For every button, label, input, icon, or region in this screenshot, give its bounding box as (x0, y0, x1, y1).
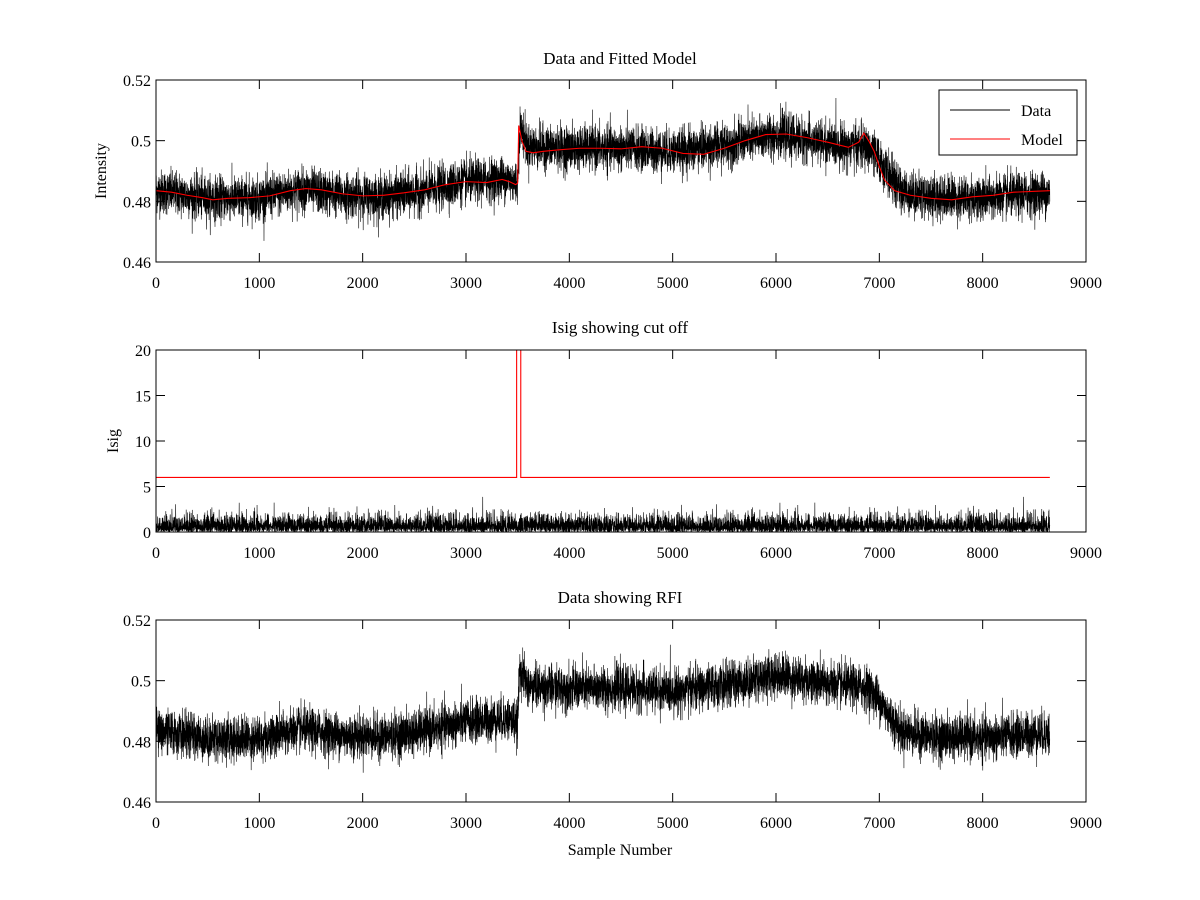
panel-2-y-tick-label: 20 (135, 343, 151, 360)
panel-1-x-tick-label: 7000 (863, 275, 895, 292)
panel-3-x-tick-label: 5000 (657, 815, 689, 832)
panel-3-axes-frame (155, 619, 1087, 803)
legend-data-label: Data (1021, 103, 1051, 120)
panel-1-x-tick-label: 2000 (347, 275, 379, 292)
panel-3-isig-series-line (156, 644, 1051, 773)
legend-model-label: Model (1021, 132, 1063, 149)
panel-3-x-tick-label: 9000 (1070, 815, 1102, 832)
panel-isig-cutoff: Isig showing cut off Isig 0 1000 2000 3000 4… (105, 318, 1102, 562)
panel-2-x-tick-label: 1000 (243, 545, 275, 562)
panel-2-x-tick-label: 8000 (967, 545, 999, 562)
panel-1-data-series-line (156, 98, 1051, 241)
panel-1-x-tick-label: 0 (152, 275, 160, 292)
panel-1-x-tick-label: 5000 (657, 275, 689, 292)
panel-3-y-tick-label: 0.5 (131, 674, 151, 691)
panel-3-x-tick-label: 4000 (553, 815, 585, 832)
panel-2-x-tick-label: 2000 (347, 545, 379, 562)
panel-3-title: Data showing RFI (558, 588, 683, 607)
panel-2-x-tick-label: 0 (152, 545, 160, 562)
panel-3-x-tick-label: 0 (152, 815, 160, 832)
panel-3-x-tick-label: 3000 (450, 815, 482, 832)
panel-3-y-tick-label: 0.46 (123, 795, 151, 812)
panel-2-x-tick-label: 9000 (1070, 545, 1102, 562)
panel-1-x-tick-label: 9000 (1070, 275, 1102, 292)
panel-2-y-tick-label: 15 (135, 389, 151, 406)
panel-1-model-series-line (156, 125, 1050, 201)
panel-3-x-tick-label: 1000 (243, 815, 275, 832)
panel-1-y-axis-label: Intensity (93, 143, 110, 199)
panel-2-title: Isig showing cut off (552, 318, 688, 337)
panel-1-series-group (156, 98, 1051, 241)
panel-2-x-tick-label: 6000 (760, 545, 792, 562)
panel-2-x-tick-label: 4000 (553, 545, 585, 562)
panel-3-plot-area: 0 1000 2000 3000 4000 5000 6000 7000 8000 9000 0.4… (123, 613, 1102, 832)
panel-1-x-tick-label: 6000 (760, 275, 792, 292)
panel-3-x-tick-label: 8000 (967, 815, 999, 832)
panel-2-threshold-series-line (156, 350, 1050, 478)
panel-2-y-tick-label: 0 (143, 525, 151, 542)
panel-3-x-tick-label: 2000 (347, 815, 379, 832)
panel-3-y-tick-label: 0.52 (123, 613, 151, 630)
panel-1-y-tick-label: 0.46 (123, 255, 151, 272)
panel-1-y-tick-label: 0.52 (123, 73, 151, 90)
panel-1-plot-area: 0 1000 2000 3000 4000 5000 6000 7000 8000 9000 0.4… (123, 73, 1102, 292)
panel-data-and-model: Data and Fitted Model Intensity 0 1000 200… (93, 49, 1102, 292)
panel-2-y-tick-label: 5 (143, 480, 151, 497)
panel-1-x-tick-label: 3000 (450, 275, 482, 292)
panel-3-x-tick-label: 7000 (863, 815, 895, 832)
panel-2-x-tick-label: 7000 (863, 545, 895, 562)
panel-1-x-tick-label: 4000 (553, 275, 585, 292)
panel-1-axes-frame (155, 79, 1087, 263)
panel-3-x-tick-label: 6000 (760, 815, 792, 832)
panel-1-y-tick-label: 0.48 (123, 194, 151, 211)
panel-2-y-tick-label: 10 (135, 434, 151, 451)
legend: Data Model (938, 89, 1078, 156)
panel-3-y-tick-label: 0.48 (123, 734, 151, 751)
panel-2-y-axis-label: Isig (105, 429, 122, 453)
panel-2-x-tick-label: 5000 (657, 545, 689, 562)
panel-1-y-tick-label: 0.5 (131, 134, 151, 151)
panel-3-series-group (156, 644, 1051, 773)
panel-3-x-axis-label: Sample Number (568, 842, 673, 859)
panel-2-isig-series-line (156, 496, 1051, 532)
panel-1-x-tick-label: 8000 (967, 275, 999, 292)
panel-2-series-group (156, 350, 1051, 532)
panel-2-x-tick-label: 3000 (450, 545, 482, 562)
panel-data-rfi: Data showing RFI Sample Number 0 1000 2000… (123, 588, 1102, 859)
panel-1-x-tick-label: 1000 (243, 275, 275, 292)
panel-2-plot-area: 0 1000 2000 3000 4000 5000 6000 7000 8000 9000 0 5 1… (135, 343, 1102, 562)
panel-1-title: Data and Fitted Model (543, 49, 697, 68)
legend-box (938, 89, 1078, 156)
